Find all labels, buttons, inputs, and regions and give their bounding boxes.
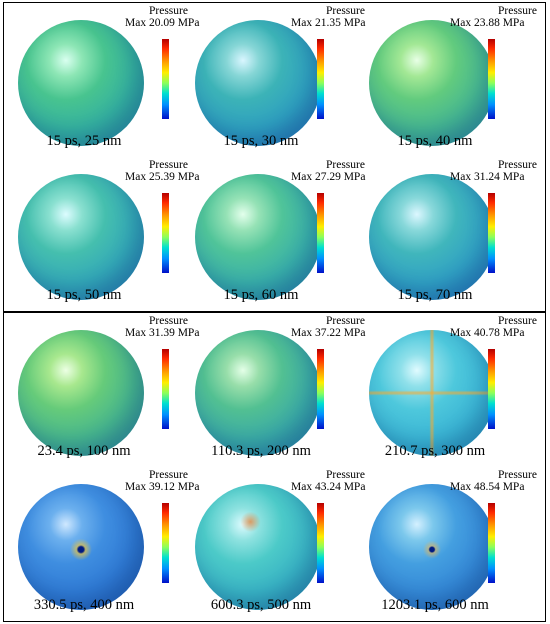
pressure-sphere-image xyxy=(195,20,321,146)
figure-caption: 15 ps, 70 nm xyxy=(397,287,473,303)
pressure-sphere-image xyxy=(18,484,144,610)
colorbar xyxy=(488,39,495,119)
colorbar-title: Pressure xyxy=(149,315,188,327)
figure-caption: 23.4 ps, 100 nm xyxy=(37,443,131,459)
figure-caption: 15 ps, 40 nm xyxy=(397,133,473,149)
colorbar-title: Pressure xyxy=(149,5,188,17)
colorbar xyxy=(488,503,495,583)
colorbar-title: Pressure xyxy=(498,5,537,17)
pressure-sphere-image xyxy=(369,20,495,146)
figure-caption: 1203.1 ps, 600 nm xyxy=(381,597,489,613)
colorbar-title: Pressure xyxy=(326,5,365,17)
top-figure-panel: Pressure Max 20.09 MPa 15 ps, 25 nm Pres… xyxy=(3,2,546,312)
colorbar-title: Pressure xyxy=(326,159,365,171)
max-pressure-label: Max 23.88 MPa xyxy=(450,17,525,29)
colorbar-title: Pressure xyxy=(149,469,188,481)
figure-cell: Pressure Max 39.12 MPa 330.5 ps, 400 nm xyxy=(9,469,199,619)
figure-cell: Pressure Max 40.78 MPa 210.7 ps, 300 nm xyxy=(360,315,540,465)
colorbar-title: Pressure xyxy=(326,469,365,481)
pressure-sphere-image xyxy=(195,330,321,456)
max-pressure-label: Max 39.12 MPa xyxy=(125,481,200,493)
max-pressure-label: Max 43.24 MPa xyxy=(291,481,366,493)
figure-caption: 15 ps, 30 nm xyxy=(223,133,299,149)
figure-caption: 600.3 ps, 500 nm xyxy=(210,597,312,613)
max-pressure-label: Max 48.54 MPa xyxy=(450,481,525,493)
figure-caption: 15 ps, 25 nm xyxy=(46,133,122,149)
colorbar xyxy=(317,349,324,429)
figure-cell: Pressure Max 23.88 MPa 15 ps, 40 nm xyxy=(360,5,540,155)
colorbar xyxy=(317,193,324,273)
max-pressure-label: Max 21.35 MPa xyxy=(291,17,366,29)
pressure-sphere-image xyxy=(195,484,321,610)
pressure-sphere-image xyxy=(195,174,321,300)
colorbar-title: Pressure xyxy=(149,159,188,171)
colorbar-title: Pressure xyxy=(498,315,537,327)
figure-caption: 15 ps, 50 nm xyxy=(46,287,122,303)
figure-cell: Pressure Max 37.22 MPa 110.3 ps, 200 nm xyxy=(186,315,366,465)
pressure-sphere-image xyxy=(18,330,144,456)
figure-caption: 110.3 ps, 200 nm xyxy=(211,443,311,459)
colorbar xyxy=(162,39,169,119)
bottom-figure-panel: Pressure Max 31.39 MPa 23.4 ps, 100 nm P… xyxy=(3,312,546,622)
figure-caption: 210.7 ps, 300 nm xyxy=(384,443,486,459)
figure-cell: Pressure Max 48.54 MPa 1203.1 ps, 600 nm xyxy=(360,469,540,619)
figure-cell: Pressure Max 27.29 MPa 15 ps, 60 nm xyxy=(186,159,366,309)
max-pressure-label: Max 31.39 MPa xyxy=(125,327,200,339)
max-pressure-label: Max 20.09 MPa xyxy=(125,17,200,29)
pressure-sphere-image xyxy=(18,174,144,300)
colorbar xyxy=(488,349,495,429)
figure-cell: Pressure Max 20.09 MPa 15 ps, 25 nm xyxy=(9,5,199,155)
max-pressure-label: Max 25.39 MPa xyxy=(125,171,200,183)
colorbar-title: Pressure xyxy=(498,159,537,171)
max-pressure-label: Max 37.22 MPa xyxy=(291,327,366,339)
max-pressure-label: Max 40.78 MPa xyxy=(450,327,525,339)
figure-caption: 15 ps, 60 nm xyxy=(223,287,299,303)
colorbar xyxy=(162,503,169,583)
figure-caption: 330.5 ps, 400 nm xyxy=(33,597,135,613)
figure-cell: Pressure Max 31.24 MPa 15 ps, 70 nm xyxy=(360,159,540,309)
figure-cell: Pressure Max 31.39 MPa 23.4 ps, 100 nm xyxy=(9,315,199,465)
colorbar-title: Pressure xyxy=(498,469,537,481)
pressure-sphere-image xyxy=(369,330,495,456)
max-pressure-label: Max 31.24 MPa xyxy=(450,171,525,183)
colorbar xyxy=(488,193,495,273)
pressure-sphere-image xyxy=(369,484,495,610)
figure-cell: Pressure Max 25.39 MPa 15 ps, 50 nm xyxy=(9,159,199,309)
figure-cell: Pressure Max 21.35 MPa 15 ps, 30 nm xyxy=(186,5,366,155)
colorbar xyxy=(162,193,169,273)
colorbar xyxy=(317,39,324,119)
max-pressure-label: Max 27.29 MPa xyxy=(291,171,366,183)
figure-cell: Pressure Max 43.24 MPa 600.3 ps, 500 nm xyxy=(186,469,366,619)
colorbar-title: Pressure xyxy=(326,315,365,327)
pressure-sphere-image xyxy=(18,20,144,146)
pressure-sphere-image xyxy=(369,174,495,300)
colorbar xyxy=(317,503,324,583)
colorbar xyxy=(162,349,169,429)
